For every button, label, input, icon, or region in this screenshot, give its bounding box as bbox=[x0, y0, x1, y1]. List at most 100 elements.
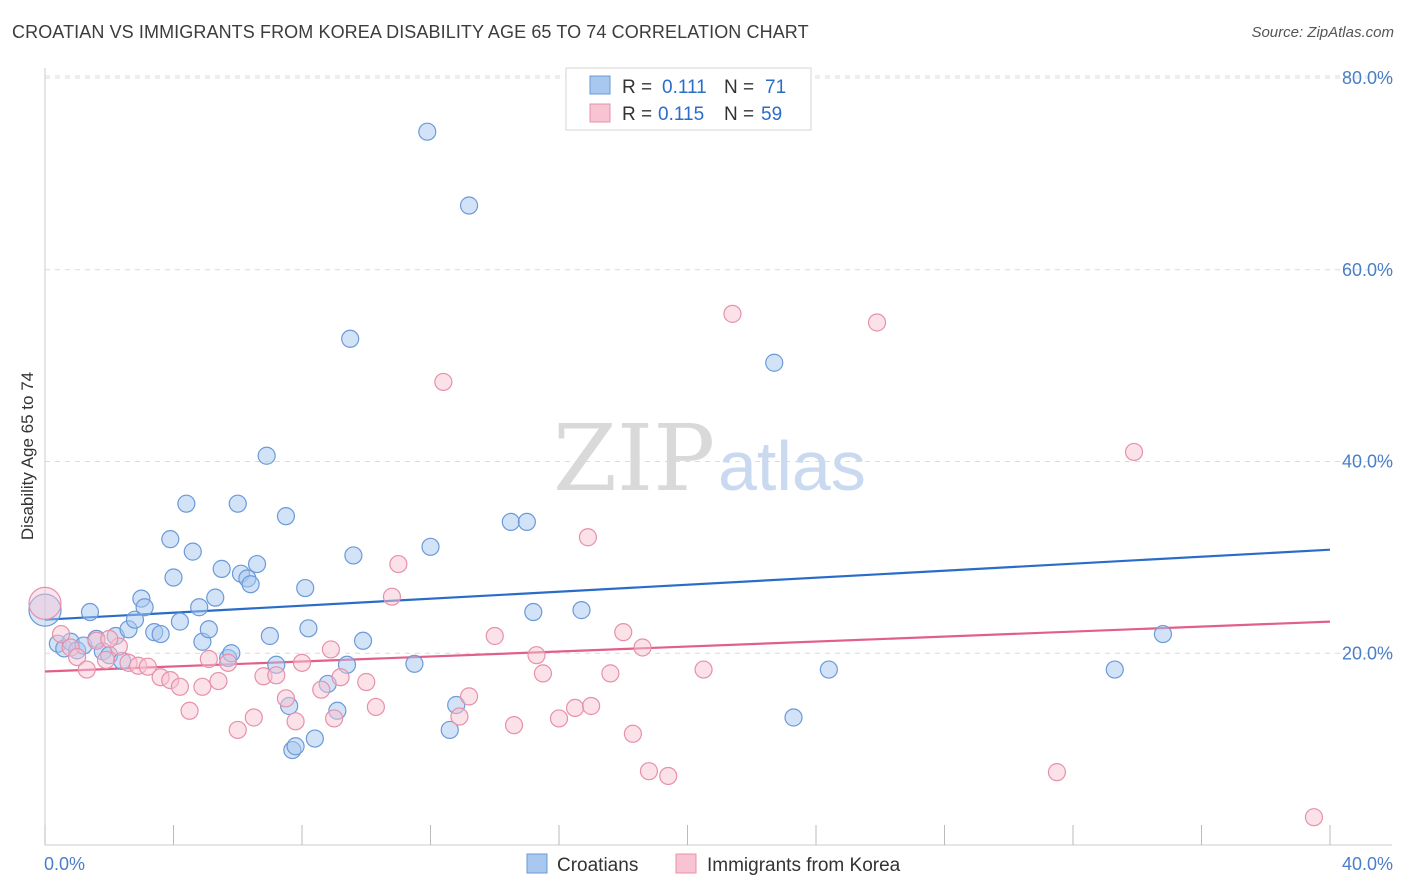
data-point-korea bbox=[382, 587, 402, 606]
data-point-croatians bbox=[353, 631, 373, 650]
data-point-croatians bbox=[183, 542, 202, 561]
data-point-croatians bbox=[305, 729, 324, 748]
bottom-legend: Croatians Immigrants from Korea bbox=[526, 853, 901, 876]
source-credit: Source: ZipAtlas.com bbox=[1251, 24, 1394, 41]
data-point-croatians bbox=[28, 593, 62, 627]
legend-row-korea: R = 0.115 N = 59 bbox=[589, 103, 782, 125]
data-point-korea bbox=[485, 626, 504, 646]
data-point-croatians bbox=[1105, 660, 1124, 679]
data-point-korea bbox=[623, 724, 642, 743]
data-point-korea bbox=[694, 660, 713, 679]
data-point-korea bbox=[527, 646, 546, 665]
data-point-korea bbox=[244, 708, 263, 727]
data-point-korea bbox=[77, 660, 96, 679]
y-tick-label: 80.0% bbox=[1342, 68, 1393, 88]
data-point-korea bbox=[582, 696, 601, 716]
legend-n-value: 71 bbox=[765, 77, 786, 98]
x-tick-label: 0.0% bbox=[44, 854, 85, 874]
bottom-legend-swatch-croatians bbox=[526, 853, 548, 874]
legend-r-value: 0.111 bbox=[662, 77, 707, 98]
data-point-croatians bbox=[206, 588, 225, 607]
data-point-korea bbox=[659, 766, 678, 786]
watermark-atlas: atlas bbox=[718, 427, 866, 505]
data-point-korea bbox=[565, 698, 585, 717]
data-point-korea bbox=[138, 657, 157, 676]
data-point-korea bbox=[325, 709, 344, 728]
legend-swatch-croatians bbox=[589, 75, 611, 95]
bottom-legend-label-croatians: Croatians bbox=[557, 855, 638, 876]
data-point-korea bbox=[614, 623, 633, 642]
data-point-korea bbox=[292, 653, 312, 672]
data-point-croatians bbox=[344, 546, 363, 565]
data-point-croatians bbox=[765, 353, 784, 372]
data-point-croatians bbox=[257, 446, 276, 465]
data-point-croatians bbox=[135, 598, 154, 617]
data-point-korea bbox=[228, 720, 247, 740]
data-point-croatians bbox=[151, 624, 170, 644]
watermark-zip: ZIP bbox=[553, 405, 715, 512]
data-point-korea bbox=[276, 689, 296, 708]
data-point-korea bbox=[533, 664, 553, 683]
data-point-croatians bbox=[459, 196, 479, 215]
data-point-croatians bbox=[421, 537, 440, 556]
data-point-croatians bbox=[784, 708, 803, 727]
data-point-korea bbox=[68, 647, 87, 667]
data-point-croatians bbox=[517, 512, 536, 532]
y-axis-label: Disability Age 65 to 74 bbox=[18, 372, 37, 540]
trend-line-korea bbox=[44, 620, 1331, 673]
data-point-croatians bbox=[241, 575, 260, 594]
trend-lines bbox=[44, 548, 1331, 673]
data-point-korea bbox=[867, 313, 887, 332]
data-point-croatians bbox=[247, 554, 267, 574]
data-point-croatians bbox=[190, 598, 209, 617]
legend-row-croatians: R = 0.111 N = 71 bbox=[589, 75, 786, 98]
y-tick-label: 60.0% bbox=[1342, 260, 1393, 280]
y-tick-label: 20.0% bbox=[1342, 643, 1393, 663]
data-point-korea bbox=[1124, 442, 1144, 462]
data-point-croatians bbox=[418, 122, 437, 141]
data-point-korea bbox=[389, 554, 408, 574]
data-point-korea bbox=[459, 687, 479, 706]
grid-lines bbox=[45, 75, 1392, 654]
data-point-korea bbox=[366, 697, 385, 717]
data-point-croatians bbox=[276, 507, 296, 526]
data-point-korea bbox=[209, 671, 228, 691]
data-point-korea bbox=[170, 677, 190, 696]
chart-title: CROATIAN VS IMMIGRANTS FROM KOREA DISABI… bbox=[12, 22, 809, 42]
data-point-croatians bbox=[260, 626, 279, 646]
data-point-korea bbox=[180, 701, 199, 720]
data-point-croatians bbox=[572, 601, 591, 620]
legend-r-value: 0.115 bbox=[658, 104, 704, 125]
data-point-korea bbox=[633, 638, 652, 657]
data-point-croatians bbox=[161, 530, 180, 549]
data-point-croatians bbox=[125, 610, 145, 629]
data-point-croatians bbox=[405, 654, 424, 673]
legend-n-value: 59 bbox=[761, 104, 782, 125]
data-point-croatians bbox=[212, 559, 231, 578]
data-point-korea bbox=[193, 677, 212, 696]
data-point-korea bbox=[331, 668, 350, 687]
bottom-legend-swatch-korea bbox=[675, 853, 697, 874]
axes bbox=[44, 68, 1392, 846]
data-point-croatians bbox=[286, 737, 305, 756]
data-point-korea bbox=[312, 680, 331, 699]
data-point-korea bbox=[51, 624, 71, 644]
data-point-korea bbox=[1047, 763, 1067, 782]
data-point-korea bbox=[28, 586, 62, 620]
data-point-croatians bbox=[299, 619, 318, 638]
data-point-korea bbox=[450, 707, 469, 726]
data-point-korea bbox=[549, 709, 569, 728]
data-point-korea bbox=[357, 672, 376, 692]
data-point-croatians bbox=[199, 620, 218, 639]
x-tick-label: 40.0% bbox=[1342, 854, 1393, 874]
data-points bbox=[28, 122, 1324, 827]
bottom-legend-label-korea: Immigrants from Korea bbox=[707, 855, 901, 876]
legend: R = 0.111 N = 71 R = 0.115 N = 59 bbox=[565, 67, 812, 131]
data-point-croatians bbox=[341, 329, 360, 348]
data-point-korea bbox=[321, 640, 341, 659]
data-point-korea bbox=[504, 716, 524, 735]
data-point-korea bbox=[1304, 808, 1324, 827]
data-point-korea bbox=[286, 712, 305, 731]
data-point-korea bbox=[100, 629, 119, 648]
